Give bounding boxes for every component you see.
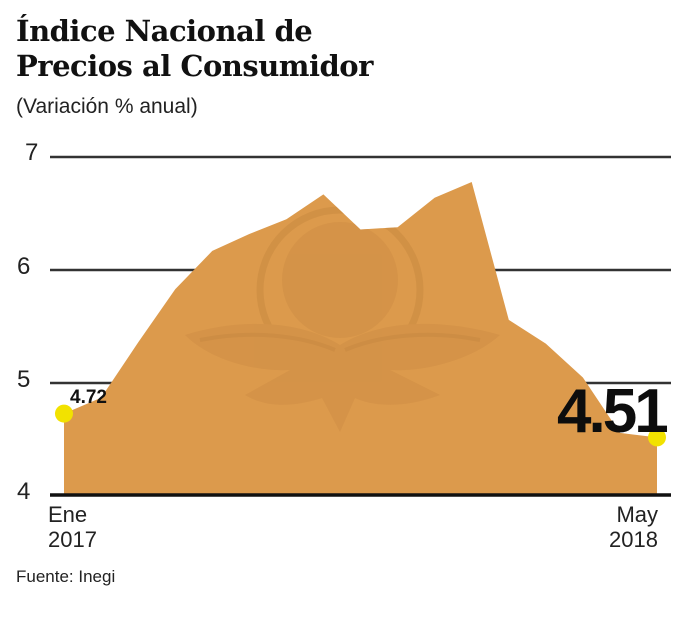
- x-label-start-month: Ene: [48, 502, 87, 527]
- source-note: Fuente: Inegi: [16, 567, 116, 586]
- chart-subtitle: (Variación % anual): [16, 95, 198, 118]
- y-tick-6: 6: [17, 253, 30, 280]
- chart-title: Índice Nacional de Precios al Consumidor: [16, 14, 373, 84]
- y-tick-7: 7: [25, 139, 38, 166]
- chart-title-line2: Precios al Consumidor: [16, 49, 373, 83]
- start-value-label: 4.72: [70, 387, 107, 408]
- end-value-label: 4.51: [557, 377, 667, 446]
- x-label-start-year: 2017: [48, 527, 97, 552]
- x-label-end-year: 2018: [609, 527, 658, 552]
- end-point-marker: [648, 428, 666, 447]
- y-tick-5: 5: [17, 366, 30, 393]
- y-tick-4: 4: [17, 478, 30, 505]
- chart-title-line1: Índice Nacional de: [16, 14, 313, 48]
- start-point-marker: [55, 404, 73, 423]
- y-axis-ticks: 7 6 5 4: [17, 139, 38, 505]
- x-label-end-month: May: [616, 502, 658, 527]
